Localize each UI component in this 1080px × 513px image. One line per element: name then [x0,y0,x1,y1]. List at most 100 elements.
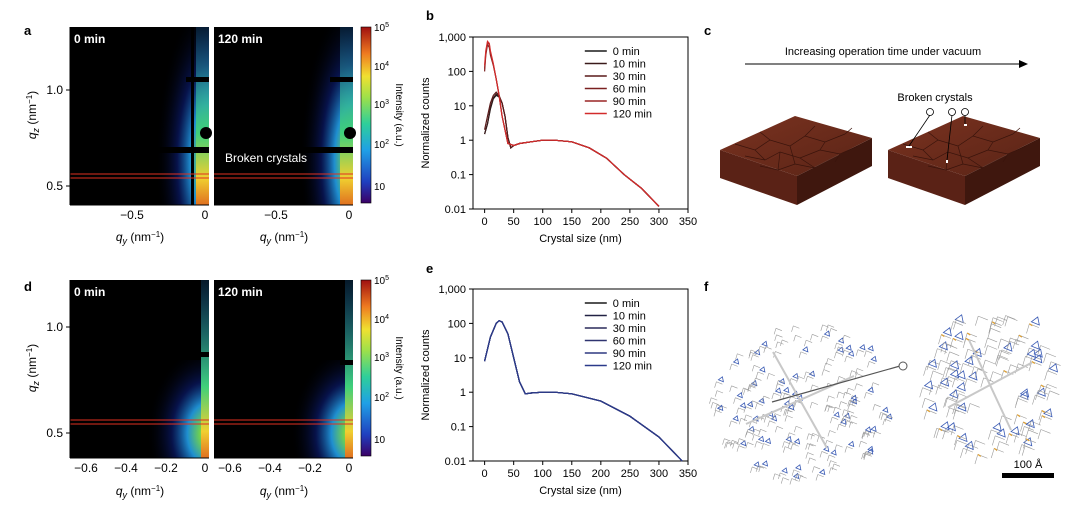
bond-frame-right-98 [1007,337,1021,348]
bond-frame-right-26 [996,441,1010,452]
panel-label-a: a [24,23,32,38]
bond-frame-left-173 [824,404,834,411]
xtick-d-right-2: −0.4 [258,461,282,475]
bond-frame-right-7 [972,440,986,451]
ligand-frame-left-72 [845,344,852,351]
guest-frame-right-75 [1031,360,1036,364]
ligand-frame-right-30 [954,330,964,341]
ligand-frame-right-6 [1022,437,1033,447]
bond-frame-left-153 [779,392,788,399]
ligand-frame-left-33 [818,468,826,476]
bond-frame-left-134 [824,405,833,412]
bond-frame-left-11 [828,467,838,474]
bond-frame-right-15 [1038,415,1052,426]
colorbar-a: 105 104 103 102 10 Intensity (a.u.) [360,22,404,204]
ligand-frame-left-75 [732,415,739,422]
bond-frame-left-156 [867,361,876,368]
bond-frame-left-55 [782,392,791,400]
bond-frame-left-133 [749,382,758,390]
ligand-frame-left-81 [759,366,766,373]
bond-frame-left-25 [812,466,821,473]
map-title-a-0min: 0 min [74,32,105,46]
ytick-label-e-0: 1,000 [438,284,466,296]
legend-label-b-0: 0 min [613,46,640,58]
bond-frame-right-23 [1044,383,1057,394]
bond-frame-right-57 [944,396,958,407]
guest-frame-right-40 [957,435,961,439]
ligand-frame-left-111 [758,397,765,404]
ligand-frame-left-42 [761,340,768,347]
bond-frame-right-3 [1014,398,1028,409]
bond-frame-left-18 [750,354,759,361]
ligand-frame-left-147 [822,445,830,453]
bond-frame-right-45 [1005,433,1019,444]
bond-frame-left-60 [778,472,787,480]
guest-frame-right-20 [1003,370,1008,374]
ligand-frame-left-114 [830,449,837,456]
bond-frame-right-0 [1026,323,1040,334]
cbar-d-tick-2: 104 [374,314,389,326]
bond-frame-right-94 [1035,390,1048,400]
ytick-a-2: 0.5 [46,179,63,193]
ylabel-b: Normalized counts [420,77,432,169]
bond-frame-right-28 [943,397,957,408]
map-d-120min: 120 min [214,280,353,458]
bond-frame-left-46 [884,415,894,422]
bond-frame-left-48 [805,375,814,383]
bond-frame-left-71 [751,365,761,372]
bond-frame-left-72 [842,349,851,357]
bond-frame-left-89 [834,444,843,451]
bond-frame-left-19 [836,376,846,383]
bond-frame-left-103 [780,477,790,484]
ligand-frame-left-174 [840,418,847,425]
ytick-d-2: 0.5 [46,426,63,440]
ligand-frame-right-3 [1019,390,1029,401]
ytick-label-e-3: 1 [460,387,466,399]
ligand-frame-left-120 [717,376,724,383]
ligand-frame-left-171 [716,404,724,412]
bond-frame-right-53 [1006,340,1020,351]
panel-label-d: d [24,279,32,294]
annotation-broken-crystals-c: Broken crystals [897,92,973,104]
ligand-frame-right-9 [956,382,966,392]
bond-frame-right-14 [946,351,960,362]
xlabel-d-right: qy (nm−1) [260,484,308,500]
bond-frame-left-127 [855,368,864,375]
xtick-label-b-1: 50 [508,216,520,228]
bond-frame-right-107 [994,316,1008,327]
cbar-a-label: Intensity (a.u.) [393,83,404,146]
bond-frame-right-83 [1021,445,1035,456]
map-title-a-120min: 120 min [218,32,263,46]
bond-frame-left-70 [872,431,882,438]
bond-frame-left-27 [855,349,865,356]
ligand-frame-left-69 [746,400,754,408]
bond-frame-left-78 [729,363,738,371]
xtick-label-e-2: 100 [534,468,552,480]
bond-frame-right-89 [989,371,1003,382]
ligand-frame-left-96 [750,379,758,387]
bond-frame-left-36 [882,418,891,426]
map-a-0min: 0 min [70,27,212,205]
bond-frame-right-19 [1037,429,1051,440]
bond-frame-right-71 [921,397,935,408]
bond-frame-right-84 [945,376,959,387]
callout-lines [908,108,969,161]
ligand-frame-right-57 [948,389,959,399]
bond-frame-left-118 [833,406,842,414]
bond-frame-left-110 [825,324,835,331]
xtick-label-e-4: 200 [592,468,610,480]
bond-frame-left-142 [772,473,781,480]
bond-frame-left-145 [772,413,782,420]
ligand-frame-left-0 [867,345,874,352]
film-slab-before [720,116,872,205]
panel-c: c Increasing operation time under vacuum [704,23,1040,205]
xtick-a-right-1: −0.5 [264,208,288,222]
guest-frame-right-90 [926,409,931,413]
ylabel-d: qz (nm−1) [25,344,41,392]
xtick-label-e-0: 0 [482,468,488,480]
ligand-frame-right-18 [1036,387,1046,397]
film-slab-after [888,116,1040,205]
bond-frame-right-77 [940,342,954,353]
ligand-frame-right-93 [1019,388,1030,398]
